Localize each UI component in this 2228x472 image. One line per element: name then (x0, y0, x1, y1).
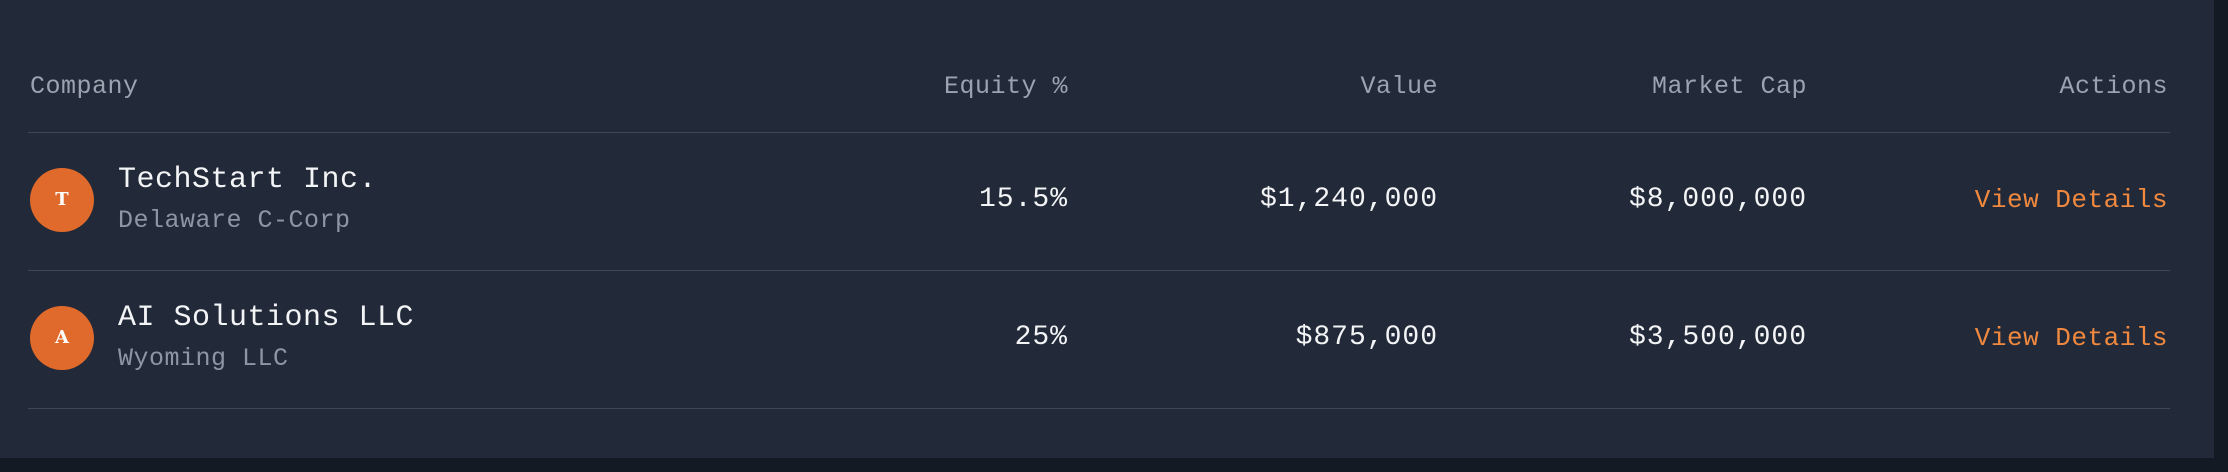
company-avatar: A (30, 306, 94, 370)
equity-value: 25% (1014, 322, 1068, 353)
holding-value: $875,000 (1295, 322, 1438, 353)
column-header-value: Value (1360, 72, 1438, 101)
company-entity-type: Wyoming LLC (118, 344, 289, 373)
table-row: T TechStart Inc. Delaware C-Corp 15.5% $… (28, 133, 2170, 271)
company-entity-type: Delaware C-Corp (118, 206, 351, 235)
company-name: AI Solutions LLC (118, 301, 415, 335)
company-name: TechStart Inc. (118, 163, 378, 197)
market-cap-value: $8,000,000 (1628, 184, 1807, 215)
column-header-actions: Actions (2059, 72, 2168, 101)
column-header-company: Company (30, 72, 139, 101)
holdings-panel: Company Equity % Value Market Cap Action… (0, 0, 2214, 458)
column-header-equity: Equity % (943, 72, 1068, 101)
market-cap-value: $3,500,000 (1628, 322, 1807, 353)
equity-value: 15.5% (978, 184, 1068, 215)
holding-value: $1,240,000 (1259, 184, 1438, 215)
view-details-link[interactable]: View Details (1974, 185, 2168, 215)
company-avatar: T (30, 168, 94, 232)
holdings-table: Company Equity % Value Market Cap Action… (28, 50, 2170, 409)
table-header: Company Equity % Value Market Cap Action… (28, 50, 2170, 133)
column-header-market-cap: Market Cap (1651, 72, 1807, 101)
view-details-link[interactable]: View Details (1974, 323, 2168, 353)
table-row: A AI Solutions LLC Wyoming LLC 25% $875,… (28, 271, 2170, 409)
